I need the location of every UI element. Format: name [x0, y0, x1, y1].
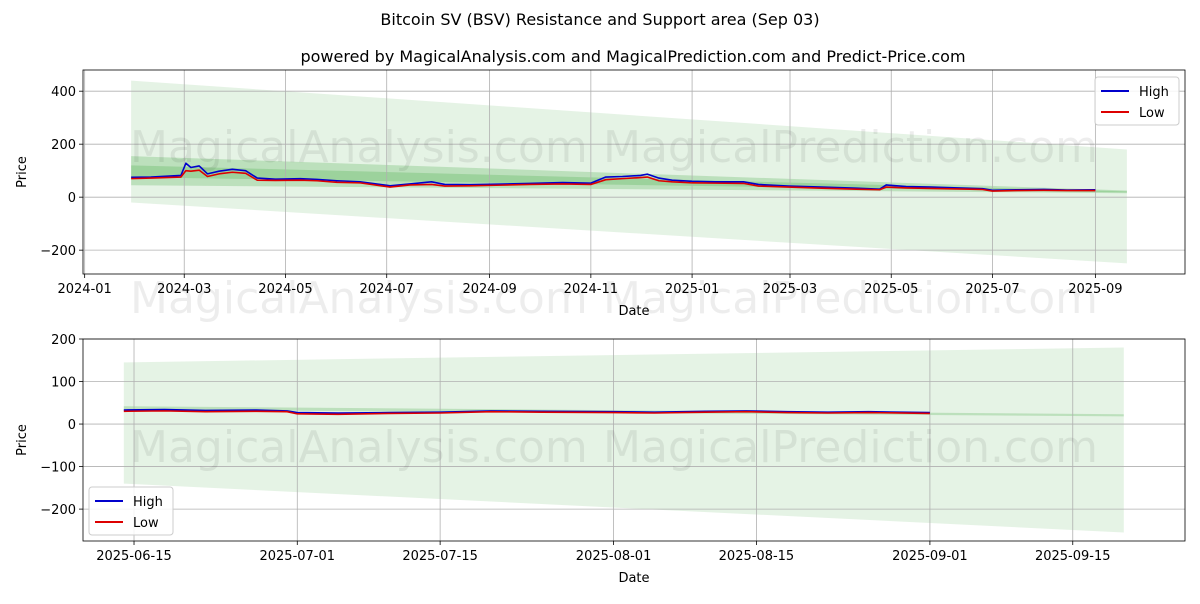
y-tick-label: −100 [40, 461, 76, 476]
chart-panel-overview: MagicalAnalysis.com MagicalPrediction.com… [15, 69, 1186, 324]
support-resistance-band [123, 347, 1124, 533]
y-tick-label: 400 [51, 85, 76, 100]
watermark-text: MagicalPrediction.com [603, 422, 1098, 473]
x-axis-label: Date [618, 571, 649, 586]
x-tick-label: 2025-01 [665, 282, 719, 297]
y-tick-label: 200 [51, 333, 76, 348]
series-line-low [131, 169, 1096, 192]
series-line-high [123, 408, 930, 414]
y-tick-label: −200 [40, 503, 76, 518]
y-tick-label: −200 [40, 244, 76, 259]
legend-label-low: Low [133, 516, 159, 531]
legend-label-high: High [133, 495, 163, 510]
watermark-text: MagicalAnalysis.com [130, 273, 588, 324]
x-tick-label: 2024-03 [157, 282, 211, 297]
watermark-text: MagicalPrediction.com [603, 122, 1098, 173]
support-resistance-band [131, 80, 1127, 264]
y-tick-label: 100 [51, 376, 76, 391]
y-tick-label: 0 [68, 418, 76, 433]
chart-title: Bitcoin SV (BSV) Resistance and Support … [380, 10, 819, 29]
y-axis-label: Price [15, 156, 30, 188]
x-tick-label: 2025-05 [864, 282, 918, 297]
y-tick-label: 200 [51, 138, 76, 153]
legend: High Low [1094, 76, 1180, 126]
x-tick-label: 2025-07 [965, 282, 1019, 297]
x-tick-label: 2025-08-01 [576, 549, 652, 564]
x-tick-label: 2024-11 [564, 282, 618, 297]
series-line-low [123, 410, 930, 416]
x-tick-label: 2025-09-01 [892, 549, 968, 564]
x-tick-label: 2025-09-15 [1035, 549, 1111, 564]
x-tick-label: 2024-05 [258, 282, 312, 297]
plot-frame [82, 69, 1186, 275]
legend-label-low: Low [1139, 106, 1165, 121]
x-tick-label: 2025-08-15 [719, 549, 795, 564]
x-tick-label: 2025-07-15 [402, 549, 478, 564]
watermark-text: MagicalAnalysis.com [130, 122, 588, 173]
legend: High Low [88, 486, 174, 536]
chart-subtitle: powered by MagicalAnalysis.com and Magic… [300, 47, 965, 66]
watermark-text: MagicalPrediction.com [603, 273, 1098, 324]
x-tick-label: 2025-06-15 [96, 549, 172, 564]
x-tick-label: 2025-03 [763, 282, 817, 297]
x-tick-label: 2025-09 [1068, 282, 1122, 297]
series-line-high [131, 162, 1096, 192]
x-tick-label: 2024-01 [57, 282, 111, 297]
x-tick-label: 2024-09 [462, 282, 516, 297]
watermark-text: MagicalAnalysis.com [130, 422, 588, 473]
y-tick-label: 0 [68, 191, 76, 206]
y-axis-label: Price [15, 424, 30, 456]
chart-panel-zoom: MagicalAnalysis.com MagicalPrediction.com… [15, 333, 1186, 586]
plot-frame [82, 338, 1186, 542]
legend-label-high: High [1139, 85, 1169, 100]
x-tick-label: 2025-07-01 [259, 549, 335, 564]
x-axis-label: Date [618, 304, 649, 319]
x-tick-label: 2024-07 [360, 282, 414, 297]
